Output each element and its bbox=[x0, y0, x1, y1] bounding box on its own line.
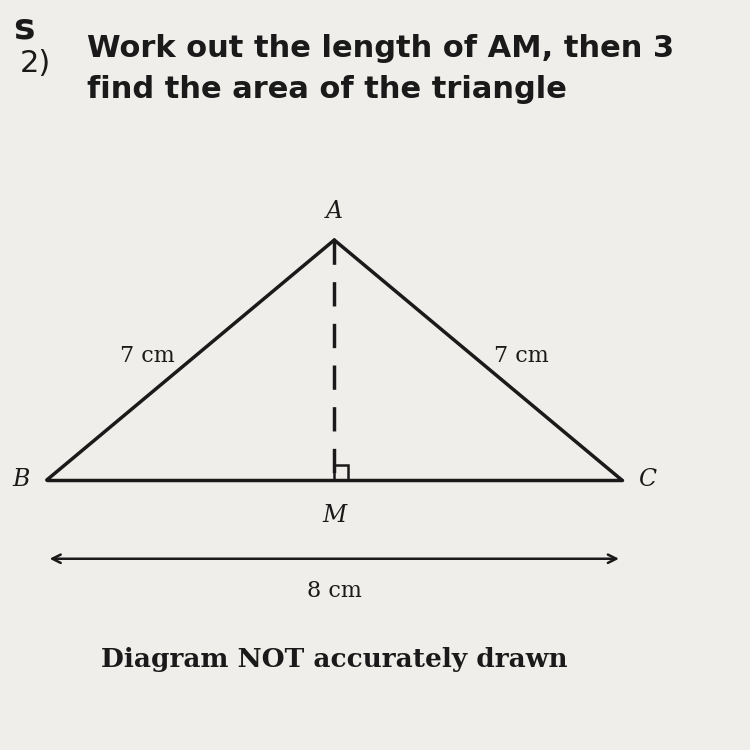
Bar bbox=[334, 465, 348, 480]
Text: Diagram NOT accurately drawn: Diagram NOT accurately drawn bbox=[101, 647, 568, 673]
Text: A: A bbox=[326, 200, 343, 223]
Text: 8 cm: 8 cm bbox=[307, 580, 362, 602]
Text: 7 cm: 7 cm bbox=[494, 345, 549, 368]
Text: C: C bbox=[638, 469, 656, 491]
Text: B: B bbox=[13, 469, 30, 491]
Text: M: M bbox=[322, 504, 346, 527]
Text: s: s bbox=[13, 11, 34, 45]
Text: 2): 2) bbox=[20, 49, 51, 78]
Text: Work out the length of AM, then 3: Work out the length of AM, then 3 bbox=[87, 34, 674, 63]
Text: 7 cm: 7 cm bbox=[120, 345, 175, 368]
Text: find the area of the triangle: find the area of the triangle bbox=[87, 75, 567, 104]
